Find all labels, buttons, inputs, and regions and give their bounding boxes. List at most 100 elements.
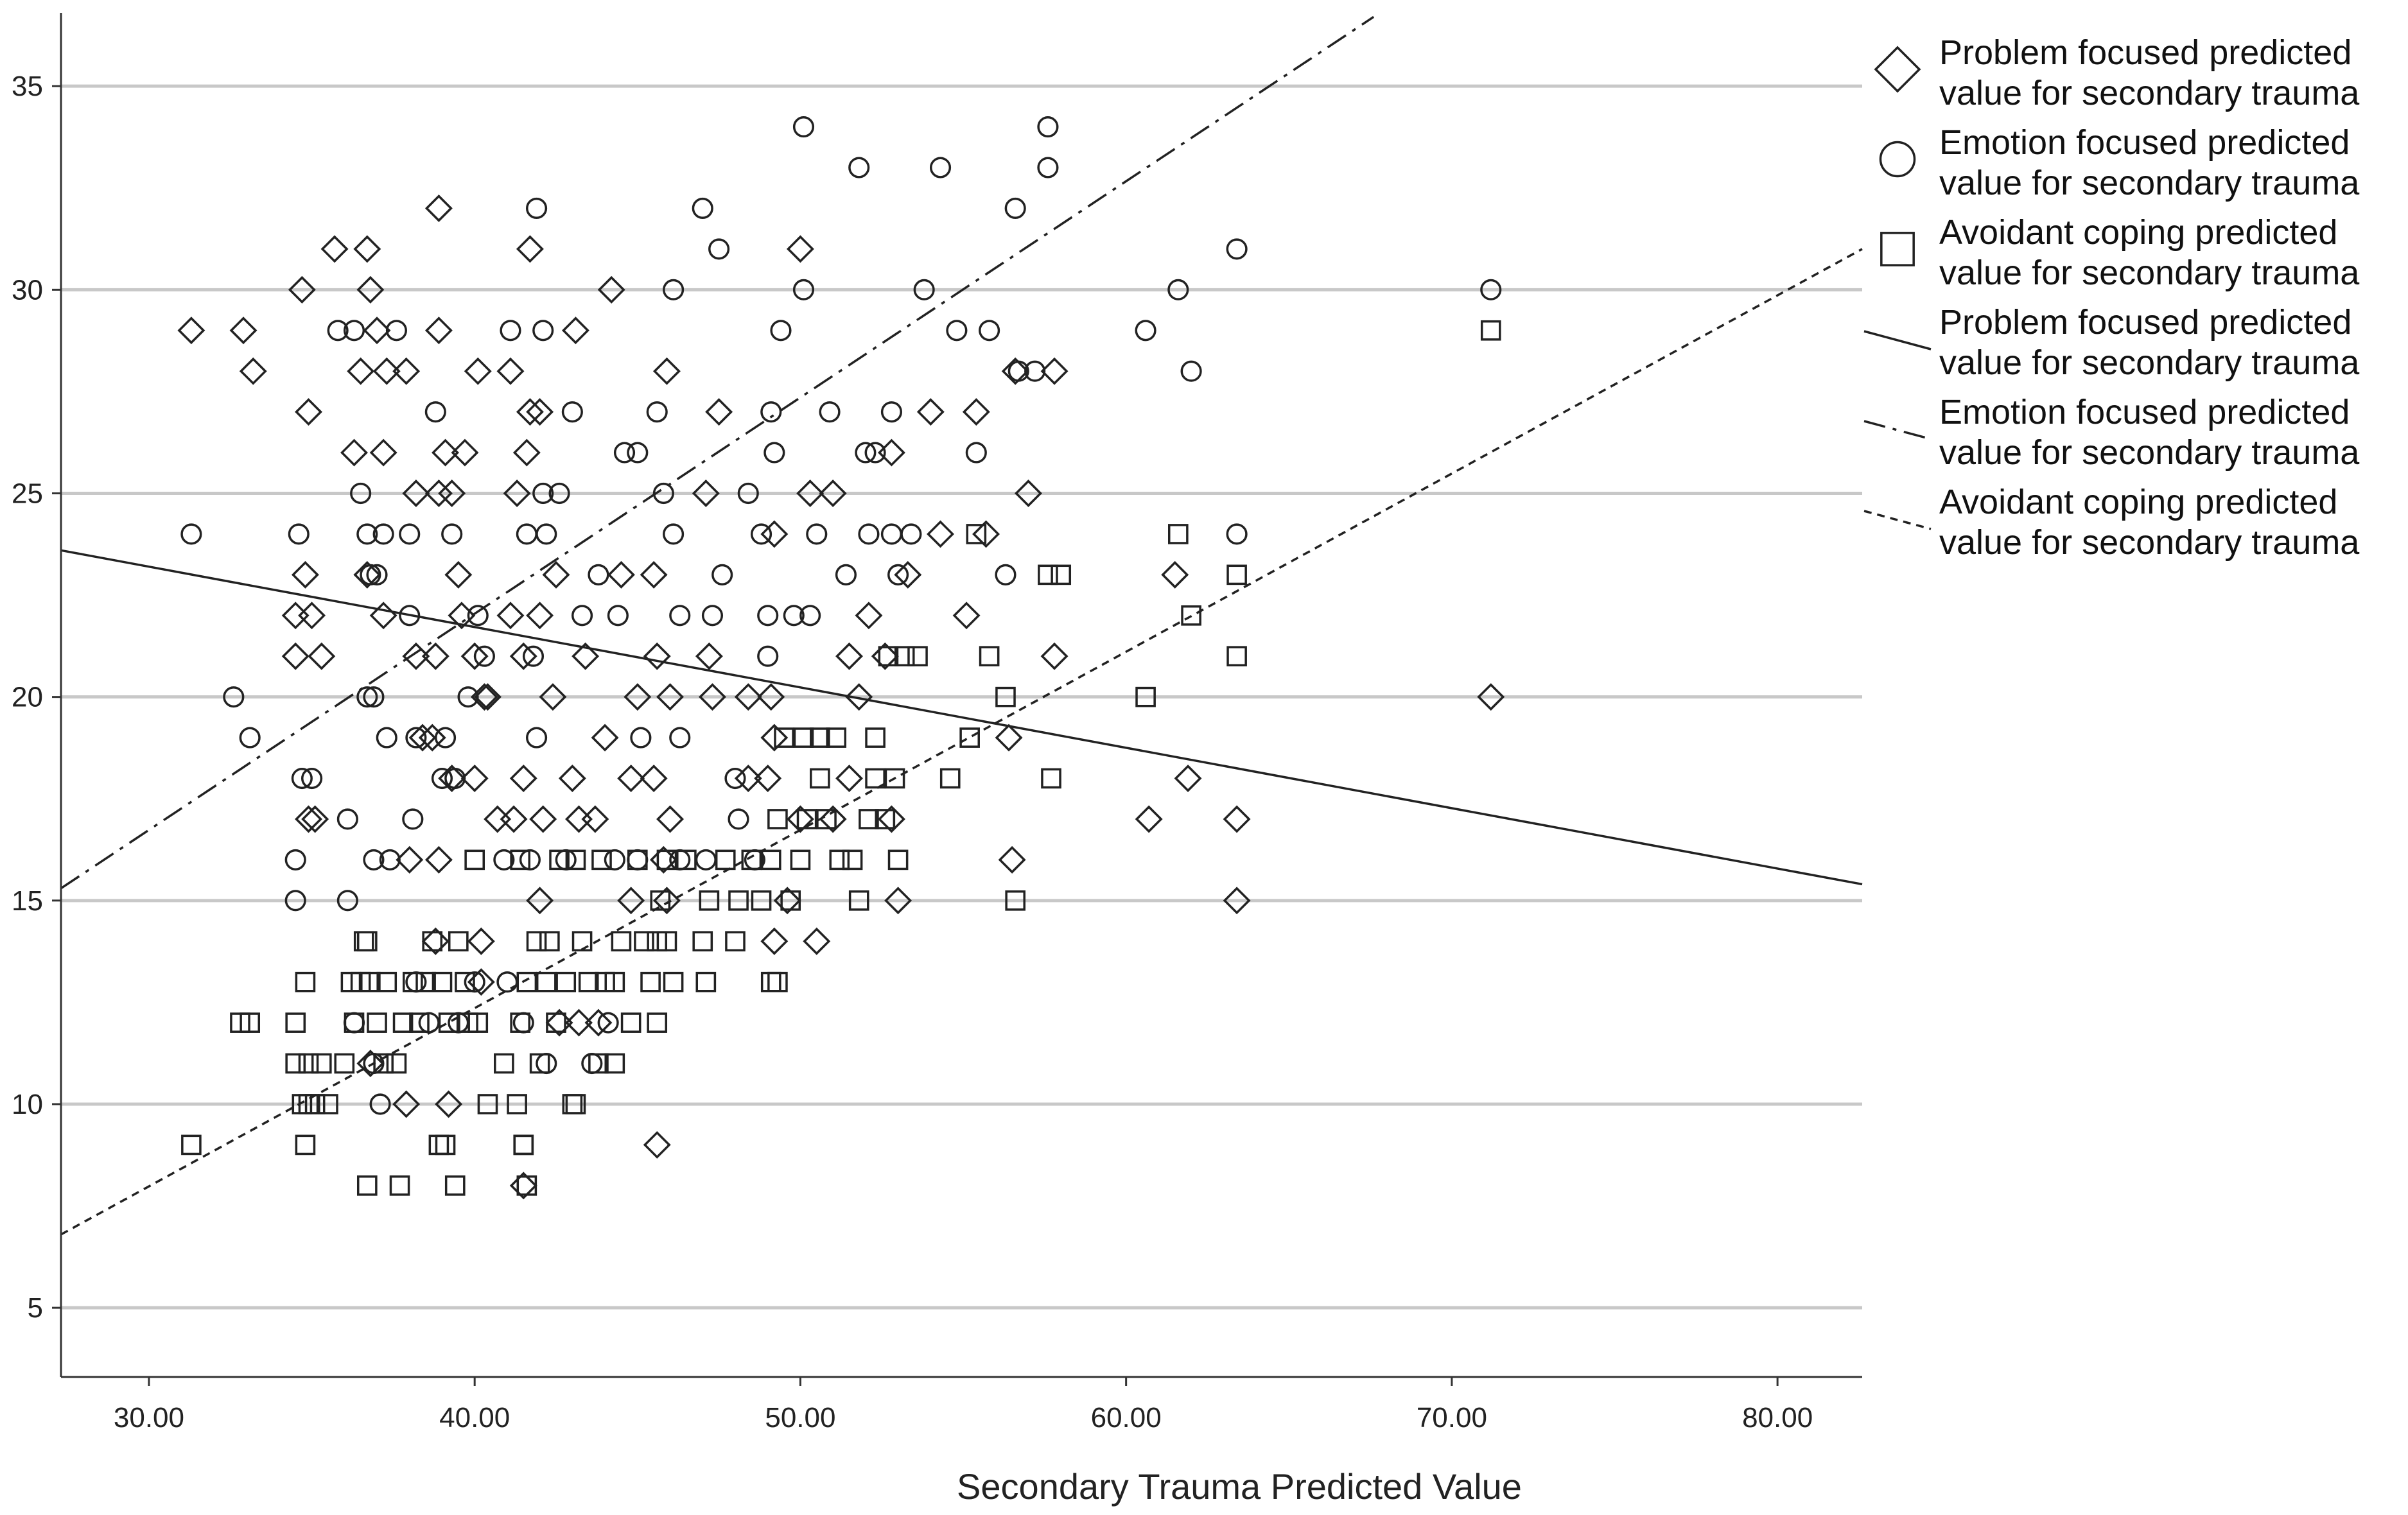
legend-label-line2: value for secondary trauma [1939,523,2360,562]
emotion-focused-point [760,401,782,423]
emotion-focused-point [913,279,935,300]
problem-focused-point [421,927,449,955]
emotion-focused-point [1004,197,1026,220]
problem-focused-point [835,642,863,670]
problem-focused-point [353,235,381,263]
emotion-focused-point [457,686,479,708]
avoidant-coping-point [422,931,443,952]
problem-focused-point [1040,642,1069,670]
avoidant-coping-point [907,646,928,667]
avoidant-coping-point [780,890,801,911]
legend-label-line2: value for secondary trauma [1939,74,2360,112]
avoidant-coping-point [810,768,830,789]
avoidant-coping-point [1005,890,1026,911]
avoidant-coping-point [692,931,713,952]
problem-focused-point [424,480,453,507]
avoidant-coping-point [741,849,762,870]
problem-focused-point [1161,560,1189,589]
problem-focused-point [288,275,316,304]
problem-focused-point [295,805,322,833]
x-tick-label: 70.00 [1417,1402,1487,1433]
avoidant-coping-point [510,1012,531,1033]
emotion-focused-point [180,523,202,545]
emotion-focused-point [965,442,987,463]
emotion-focused-point [363,849,385,870]
avoidant-coping-point [695,971,717,992]
emotion-focused-point [763,442,785,463]
avoidant-coping-point [464,849,485,870]
emotion-focused-point [571,605,593,627]
avoidant-coping-point [676,849,697,870]
avoidant-coping-point [1181,605,1201,626]
avoidant-coping-point [432,971,453,992]
emotion-focused-point [652,482,674,505]
problem-focused-point [467,927,495,955]
avoidant-coping-point [848,890,869,911]
avoidant-coping-point [285,1012,306,1033]
emotion-focused-point [1135,320,1156,342]
avoidant-coping-point [959,727,980,748]
avoidant-coping-point [513,1134,534,1156]
x-axis-title: Secondary Trauma Predicted Value [957,1466,1522,1507]
emotion-focused-point [858,523,880,545]
avoidant-coping-point [1038,564,1058,585]
emotion-focused-point [284,849,306,870]
problem-focused-point [516,398,544,426]
y-tick-label: 30 [12,274,43,306]
problem-focused-point [516,235,544,263]
emotion-focused-point [627,442,649,463]
avoidant-coping-point [565,1094,586,1114]
avoidant-coping-point [536,971,557,992]
problem-focused-point [372,357,401,385]
fit-line-solid [60,549,1863,886]
avoidant-coping-point [356,931,378,952]
emotion-focused-point [372,523,394,545]
avoidant-coping-point [529,1053,550,1074]
avoidant-coping-point [620,1012,641,1033]
problem-focused-point [301,805,329,833]
legend-solid-line-icon [1863,330,1932,351]
emotion-focused-point [532,482,554,505]
emotion-focused-point [646,401,668,423]
emotion-focused-point [284,890,306,912]
avoidant-coping-point [767,971,788,992]
problem-focused-point [760,927,789,955]
problem-focused-point [760,520,789,548]
avoidant-coping-point [995,686,1016,707]
problem-focused-point [402,642,430,670]
avoidant-coping-point [793,727,814,748]
emotion-focused-point [343,320,365,342]
problem-focused-point [640,765,668,793]
emotion-focused-point [728,808,749,830]
emotion-focused-point [473,645,495,667]
y-tick-label: 5 [28,1292,43,1324]
problem-focused-point [877,805,905,833]
avoidant-coping-point [455,971,475,992]
problem-focused-point [229,316,257,345]
avoidant-coping-point [444,1175,466,1196]
emotion-focused-point [701,605,724,627]
x-tick-label: 60.00 [1091,1402,1162,1433]
problem-focused-point [884,887,912,915]
problem-focused-point [460,765,489,793]
avoidant-coping-point [311,1053,332,1074]
avoidant-coping-point [865,768,886,789]
avoidant-coping-point [386,1053,407,1074]
problem-focused-point [526,887,554,915]
legend-label-line1: Avoidant coping predicted [1939,483,2337,521]
emotion-focused-point [525,197,548,220]
emotion-focused-point [385,320,408,342]
emotion-focused-point [500,320,521,342]
avoidant-coping-point [767,809,788,829]
legend-diamond-icon [1874,46,1921,93]
emotion-focused-point [522,645,545,667]
avoidant-coping-point [663,971,684,992]
emotion-focused-point [855,442,877,463]
emotion-focused-point [356,686,378,708]
avoidant-coping-point [826,727,847,748]
avoidant-coping-point [878,646,899,667]
emotion-focused-point [663,523,685,545]
problem-focused-point [656,683,685,711]
